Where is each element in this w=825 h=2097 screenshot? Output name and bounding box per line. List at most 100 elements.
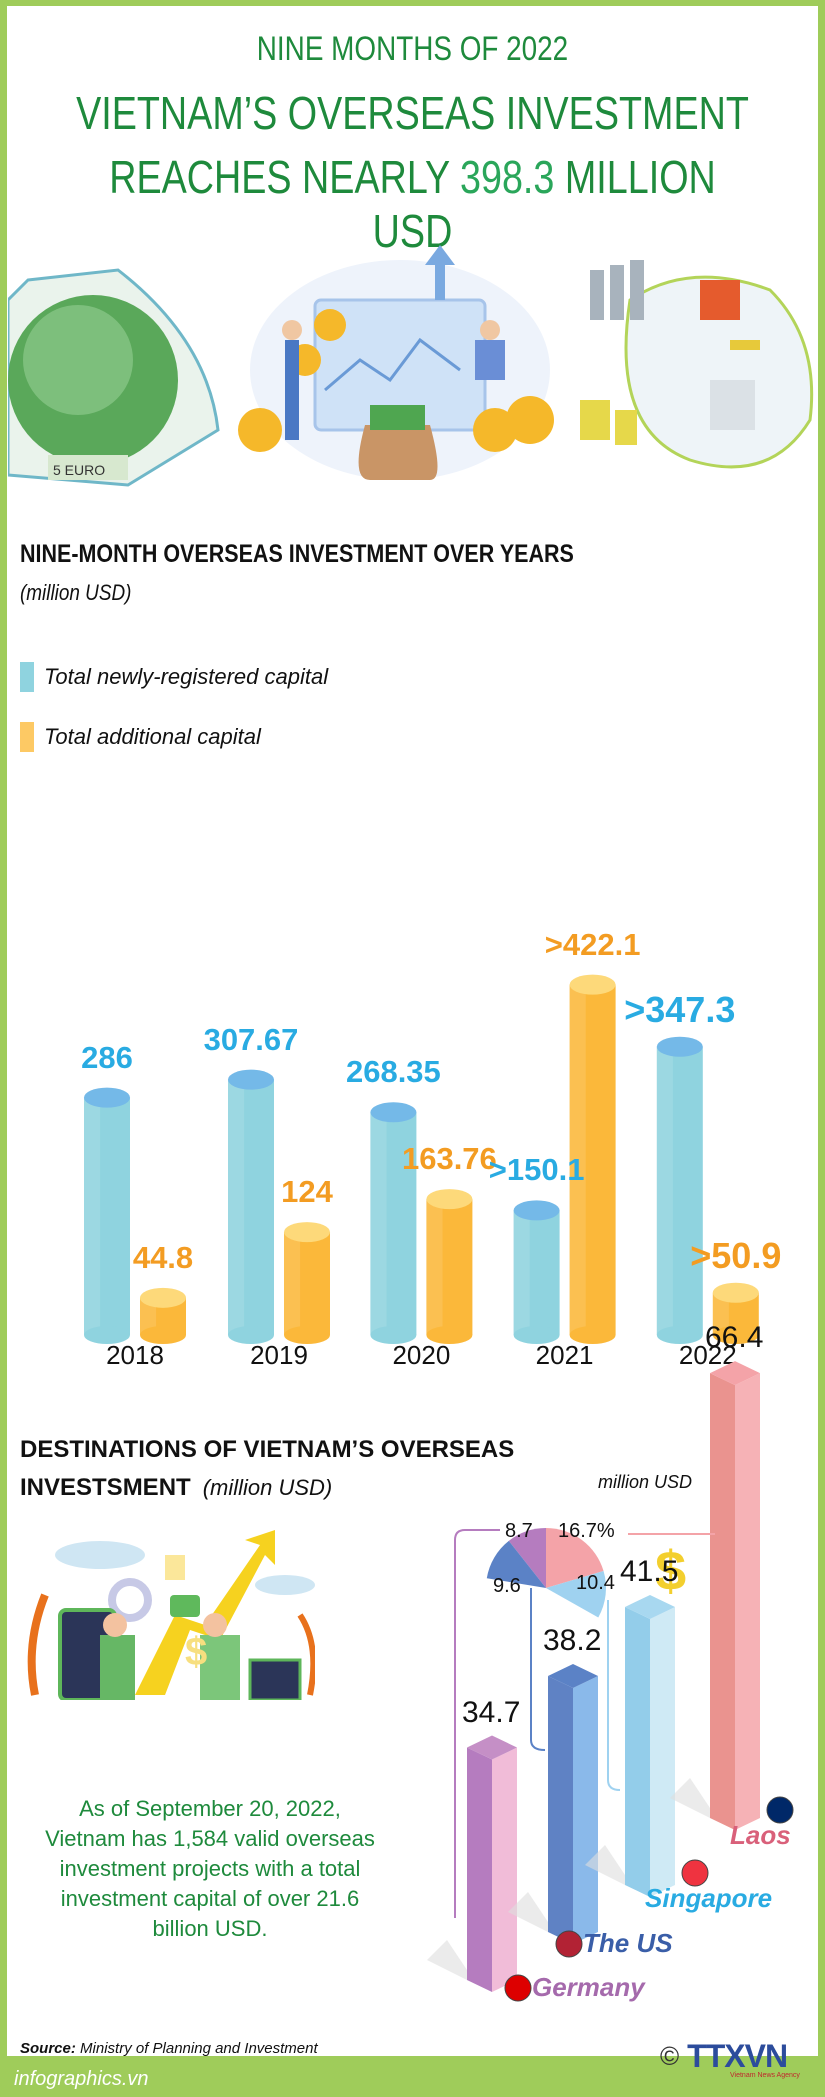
footer-band	[0, 2085, 825, 2097]
bar-cap	[712, 1282, 759, 1303]
bar-body	[284, 1232, 330, 1335]
bar-additional-2019	[284, 1222, 330, 1344]
bar-shade	[228, 1079, 245, 1335]
destinations-chart: $	[427, 1361, 794, 2002]
bar-bottom	[569, 1326, 616, 1344]
bar-cap	[140, 1287, 186, 1308]
bar-body	[426, 1199, 473, 1335]
bar-top-face	[467, 1735, 517, 1760]
bar-left-face	[710, 1373, 735, 1830]
bar-body	[84, 1097, 130, 1335]
bar-shade	[656, 1046, 673, 1335]
data-label-additional-2018: 44.8	[132, 1239, 194, 1275]
source-line: Source: Ministry of Planning and Investm…	[20, 2040, 318, 2057]
chart2-title-word: INVESTSMENT	[20, 1474, 191, 1501]
bar-left-face	[467, 1747, 492, 1992]
data-label-new-2019: 307.67	[203, 1021, 299, 1057]
data-label-additional-2021: >422.1	[544, 926, 641, 962]
globe-money-icon: 5 EURO	[8, 268, 220, 487]
ttxvn-logo: © TTXVN Vietnam News Agency	[660, 2038, 800, 2079]
bar-new-2020	[370, 1102, 417, 1344]
bar-right-face	[650, 1606, 675, 1897]
logo-text: TTXVN	[687, 2038, 788, 2074]
us-flag-icon	[555, 1930, 583, 1958]
bar-additional-2021	[569, 974, 616, 1344]
pie-slice-laos	[546, 1528, 604, 1588]
chart2-title-line1: DESTINATIONS OF VIETNAM’S OVERSEAS	[20, 1436, 515, 1463]
yearly-investment-chart	[84, 974, 759, 1344]
bar-top-face	[548, 1664, 598, 1689]
source-label: Source:	[20, 2040, 76, 2057]
connector-germany	[454, 1529, 500, 1918]
bar-shade	[426, 1199, 443, 1335]
x-tick-2019: 2019	[250, 1340, 308, 1370]
connector-us	[530, 1588, 546, 1751]
data-label-additional-2022: >50.9	[690, 1234, 782, 1276]
dest-name-germany: Germany	[532, 1972, 645, 2002]
bar-top-face	[710, 1361, 760, 1386]
summary-note: As of September 20, 2022, Vietnam has 1,…	[45, 1796, 375, 1941]
chart1-subtitle: (million USD)	[20, 580, 132, 605]
bar-cap	[569, 974, 616, 995]
bar-bottom	[513, 1326, 560, 1344]
bar-shade	[140, 1297, 157, 1335]
bar-shadow	[670, 1778, 710, 1818]
legend-label-additional-capital: Total additional capital	[44, 724, 261, 749]
dest-value-germany: 34.7	[462, 1695, 521, 1729]
bar-shadow	[427, 1940, 467, 1980]
data-label-new-2020: 268.35	[345, 1054, 441, 1090]
chart1-title: NINE-MONTH OVERSEAS INVESTMENT OVER YEAR…	[20, 540, 574, 568]
bar-cap	[284, 1222, 330, 1243]
kicker-title: NINE MONTHS OF 2022	[256, 30, 569, 68]
bar-bottom	[140, 1326, 186, 1344]
bar-cap	[228, 1069, 274, 1090]
bar-left-face	[548, 1676, 573, 1944]
dest-name-the-us: The US	[583, 1928, 673, 1958]
pie-label-laos: 16.7%	[558, 1520, 615, 1542]
bar-left-face	[625, 1606, 650, 1897]
handshake-growth-icon: $	[27, 1530, 315, 1700]
logo-subtitle: Vietnam News Agency	[730, 2072, 800, 2079]
pie-slice-the-us	[486, 1540, 546, 1588]
legend-label-new-capital: Total newly-registered capital	[44, 664, 329, 689]
bar-body	[569, 984, 616, 1335]
svg-text:5 EURO: 5 EURO	[53, 462, 105, 478]
bar-shade	[284, 1232, 301, 1335]
x-tick-2018: 2018	[106, 1340, 164, 1370]
bar-bottom	[712, 1326, 759, 1344]
legend-swatch-new-capital	[20, 662, 34, 692]
title-suffix: MILLION USD	[372, 151, 716, 257]
bar-additional-2020	[426, 1189, 473, 1344]
copyright-icon: ©	[660, 2041, 680, 2071]
svg-text:$: $	[185, 1630, 207, 1674]
factory-isometric-icon	[580, 260, 814, 469]
x-tick-2020: 2020	[392, 1340, 451, 1370]
data-label-additional-2019: 124	[281, 1174, 333, 1210]
bar-shadow	[585, 1845, 625, 1885]
bar-new-2022	[656, 1036, 703, 1344]
source-text: Ministry of Planning and Investment	[75, 2040, 318, 2057]
investors-coins-icon	[238, 245, 554, 480]
main-title-line2: REACHES NEARLY 398.3 MILLION USD	[74, 150, 751, 258]
dest-value-the-us: 38.2	[543, 1624, 602, 1658]
legend-swatch-additional-capital	[20, 722, 34, 752]
data-label-new-2021: >150.1	[488, 1152, 585, 1188]
laos-flag-icon	[766, 1796, 794, 1824]
bar-shadow	[508, 1892, 548, 1932]
title-prefix: REACHES NEARLY	[109, 151, 460, 203]
data-label-new-2018: 286	[81, 1039, 133, 1075]
bar-new-2019	[228, 1069, 274, 1344]
main-title-line1: VIETNAM’S OVERSEAS INVESTMENT	[76, 87, 749, 139]
bar-shade	[84, 1097, 101, 1335]
bar-shade	[370, 1112, 387, 1335]
bar-additional-2022	[712, 1282, 759, 1344]
bar-shade	[569, 984, 586, 1335]
bar-cap	[513, 1200, 560, 1221]
bar-shade	[513, 1210, 530, 1335]
dest-value-laos: 66.4	[705, 1321, 764, 1355]
bar-new-2018	[84, 1087, 130, 1344]
dest-value-singapore: 41.5	[620, 1554, 679, 1588]
dest-name-singapore: Singapore	[645, 1883, 773, 1913]
site-link[interactable]: infographics.vn	[14, 2068, 149, 2090]
legend-item-new-capital: Total newly-registered capital	[20, 662, 328, 692]
